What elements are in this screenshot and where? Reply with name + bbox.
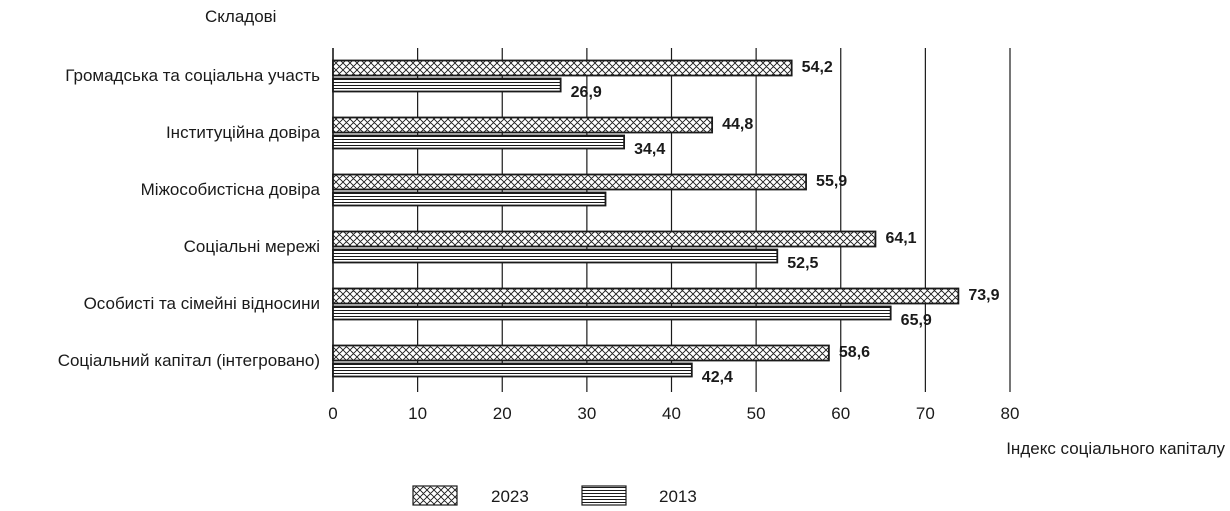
bar-2023-1 — [332, 116, 714, 134]
data-label-2013: 42,4 — [702, 369, 733, 386]
x-axis-title: Індекс соціального капіталу — [1006, 439, 1225, 458]
bar-2013-5 — [332, 362, 693, 378]
x-tick-label: 80 — [1001, 404, 1020, 423]
bar-2023-4 — [332, 287, 960, 305]
legend-swatch-2023 — [412, 485, 458, 506]
bar-2023-0 — [332, 59, 793, 77]
category-label: Соціальні мережі — [184, 237, 320, 256]
bar-2013-4 — [332, 305, 892, 321]
category-label: Міжособистісна довіра — [141, 180, 321, 199]
data-label-2013: 52,5 — [787, 255, 818, 272]
data-label-2013: 34,4 — [634, 141, 665, 158]
data-label-2023: 73,9 — [968, 287, 999, 304]
x-tick-label: 30 — [577, 404, 596, 423]
bar-2023-2 — [332, 173, 807, 191]
legend-label-2023: 2023 — [491, 487, 529, 506]
category-label: Інституційна довіра — [166, 123, 321, 142]
x-tick-label: 20 — [493, 404, 512, 423]
category-label: Громадська та соціальна участь — [65, 66, 320, 85]
bar-2023-5 — [332, 344, 830, 362]
bar-2023-3 — [332, 230, 877, 248]
legend: 2023 2013 — [412, 485, 697, 506]
data-label-2013: 65,9 — [901, 312, 932, 329]
bar-2013-1 — [332, 134, 626, 150]
x-tick-label: 50 — [747, 404, 766, 423]
x-tick-label: 0 — [328, 404, 337, 423]
data-label-2023: 58,6 — [839, 344, 870, 361]
category-label: Соціальний капітал (інтегровано) — [58, 351, 320, 370]
data-label-2023: 55,9 — [816, 173, 847, 190]
data-label-2023: 64,1 — [885, 230, 916, 247]
data-label-2023: 44,8 — [722, 116, 753, 133]
category-label: Особисті та сімейні відносини — [84, 294, 320, 313]
y-axis-title: Складові — [205, 7, 276, 26]
x-tick-label: 70 — [916, 404, 935, 423]
data-label-2013: 26,9 — [571, 84, 602, 101]
bar-2013-0 — [332, 77, 562, 93]
x-tick-label: 10 — [408, 404, 427, 423]
legend-swatch-2013 — [581, 485, 627, 506]
bar-2013-3 — [332, 248, 779, 264]
legend-label-2013: 2013 — [659, 487, 697, 506]
data-label-2023: 54,2 — [802, 59, 833, 76]
x-tick-label: 60 — [831, 404, 850, 423]
x-tick-label: 40 — [662, 404, 681, 423]
bar-2013-2 — [332, 191, 607, 207]
